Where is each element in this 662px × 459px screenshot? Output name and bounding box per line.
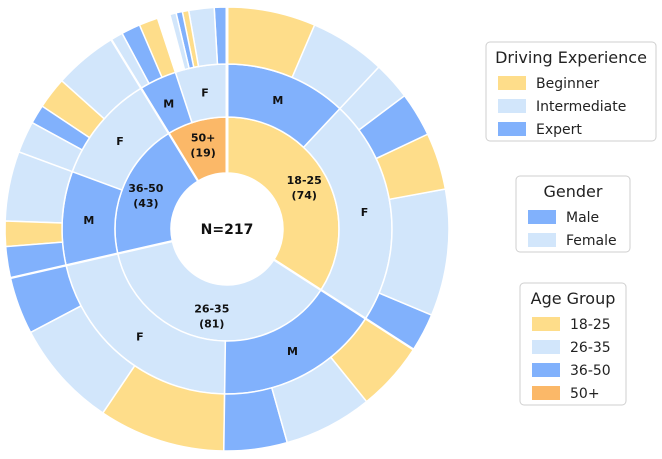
center-total-label: N=217 [201,222,254,238]
gender-label-50-M: M [163,97,174,110]
legend-swatch-driving-experience-intermediate [498,99,526,113]
age-count-label-2635: (81) [199,318,224,331]
gender-label-2635-F: F [136,331,144,344]
age-count-label-3650: (43) [133,197,158,210]
legend-title-driving-experience: Driving Experience [495,48,647,67]
legend-swatch-driving-experience-beginner [498,76,526,90]
chart-rings [4,6,450,452]
age-count-label-1825: (74) [292,189,317,202]
legend-swatch-gender-male [528,210,556,224]
legend-title-age-group: Age Group [531,289,616,308]
legend-label-age-group-36-50: 36-50 [570,363,611,379]
age-label-3650: 36-50 [128,182,164,195]
age-label-2635: 26-35 [194,303,229,316]
legend-box-driving-experience [485,41,657,142]
age-count-label-50: (19) [190,146,215,159]
legend-label-gender-female: Female [566,233,617,249]
gender-label-3650-M: M [83,214,94,227]
legend-swatch-age-group-18-25 [532,317,560,331]
legend-label-age-group-26-35: 26-35 [570,340,611,356]
gender-label-3650-F: F [116,135,124,148]
legend-swatch-age-group-50- [532,386,560,400]
gender-label-1825-F: F [361,206,369,219]
gender-label-2635-M: M [287,345,298,358]
experience-slice-50-F-4 [168,12,191,71]
chart-legends: Driving Experience Beginner Intermediate Ex… [485,41,657,406]
chart-slice-labels: 50+ (19) F M 36-50 (43) F M 26-35 (81) F M 18-25 (74)… [83,86,368,358]
legend-swatch-age-group-36-50 [532,363,560,377]
center-hole [171,173,283,285]
age-label-50: 50+ [191,131,216,144]
legend-swatch-gender-female [528,233,556,247]
legend-label-gender-male: Male [566,210,599,226]
legend-label-driving-experience-beginner: Beginner [536,76,599,92]
age-label-1825: 18-25 [287,174,322,187]
gender-label-50-F: F [201,86,209,99]
legend-swatch-age-group-26-35 [532,340,560,354]
gender-label-1825-M: M [272,94,283,107]
legend-label-driving-experience-expert: Expert [536,122,582,138]
legend-swatch-driving-experience-expert [498,122,526,136]
legend-label-driving-experience-intermediate: Intermediate [536,99,626,115]
legend-label-age-group-50-: 50+ [570,386,600,402]
legend-label-age-group-18-25: 18-25 [570,317,611,333]
legend-title-gender: Gender [544,182,603,201]
